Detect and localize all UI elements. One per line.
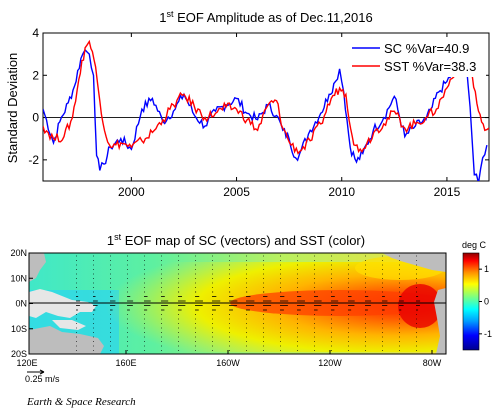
top-title-base: 1 [159, 10, 166, 25]
legend-label-sc: SC %Var=40.9 [384, 41, 469, 56]
colorbar-tick-label: -1 [484, 329, 492, 339]
land-maritime-continent [29, 289, 96, 330]
top-title-rest: EOF Amplitude as of Dec.11,2016 [174, 10, 373, 25]
top-y-tick-label: 2 [32, 68, 39, 82]
land-australia [29, 326, 104, 354]
land-asia [29, 253, 46, 282]
legend-label-sst: SST %Var=38.3 [384, 59, 476, 74]
colorbar-ticks: 1 0 -1 [479, 264, 492, 339]
colorbar-tick-label: 1 [484, 264, 489, 274]
legend-box [348, 41, 486, 77]
series-line-sst [43, 39, 489, 155]
top-chart-title: 1st EOF Amplitude as of Dec.11,2016 [159, 9, 372, 25]
top-x-tick-label: 2015 [434, 185, 461, 199]
top-x-tick-label: 2005 [223, 185, 250, 199]
map-y-tick-label: 10S [11, 324, 27, 334]
top-series-lines [43, 39, 489, 181]
colorbar [462, 252, 480, 351]
map-y-tick-label: 0N [15, 299, 27, 309]
top-y-axis-label: Standard Deviation [5, 53, 20, 164]
land-south-america [434, 288, 446, 354]
map-y-tick-label: 10N [10, 273, 27, 283]
map-title: 1st EOF map of SC (vectors) and SST (col… [107, 232, 365, 248]
vector-scale-arrowhead [39, 369, 45, 375]
map-y-tick-label: 20S [11, 349, 27, 359]
sc-vector-field [76, 255, 421, 351]
map-x-tick-label: 120W [318, 358, 342, 368]
top-y-tick-label: -2 [28, 153, 39, 167]
map-axis-ticks: 120E 160E 160W 120W 80W 20N 10N 0N 10S 20S [10, 248, 441, 368]
map-x-tick-label: 160E [115, 358, 136, 368]
top-legend: SC %Var=40.9 SST %Var=38.3 [348, 41, 486, 77]
top-x-tick-label: 2010 [328, 185, 355, 199]
top-x-tick-label: 2000 [118, 185, 145, 199]
map-x-tick-label: 80W [423, 358, 442, 368]
colorbar-tick-label: 0 [484, 297, 489, 307]
credit-text: Earth & Space Research [27, 396, 136, 408]
map-field [29, 253, 446, 354]
map-x-tick-label: 160W [216, 358, 240, 368]
map-title-sup: st [114, 232, 122, 242]
map-title-base: 1 [107, 233, 114, 248]
map-x-tick-label: 120E [16, 358, 37, 368]
land-central-america [382, 253, 446, 272]
vector-scale-label: 0.25 m/s [25, 374, 60, 384]
top-y-tick-label: 4 [32, 26, 39, 40]
top-y-tick-label: 0 [32, 111, 39, 125]
map-y-tick-label: 20N [10, 248, 27, 258]
sst-peak [398, 284, 442, 328]
top-title-sup: st [167, 9, 175, 19]
map-title-rest: EOF map of SC (vectors) and SST (color) [121, 233, 365, 248]
colorbar-label: deg C [462, 240, 487, 250]
